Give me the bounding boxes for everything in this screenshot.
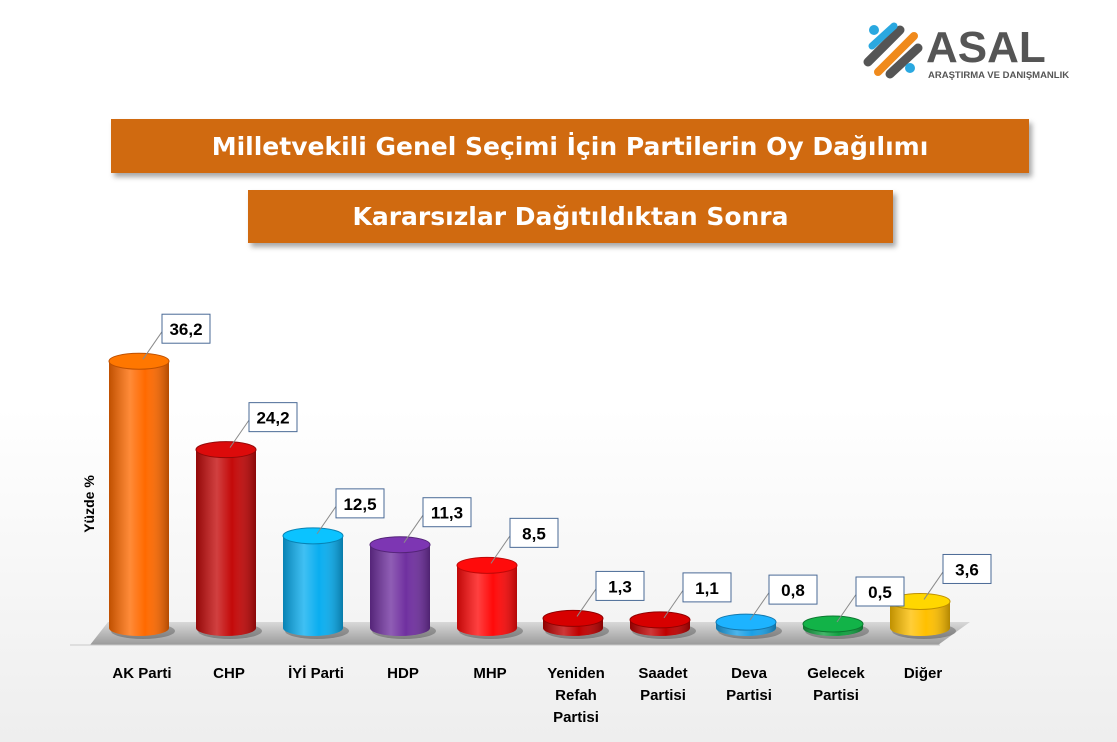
- bar-top: [629, 611, 691, 629]
- x-tick-label-line: İYİ Parti: [288, 665, 344, 682]
- data-label-box: [422, 497, 472, 528]
- chart-subtitle: Kararsızlar Dağıtıldıktan Sonra: [248, 190, 893, 243]
- bar-hdp: [369, 536, 436, 639]
- chart-title: Milletvekili Genel Seçimi İçin Partileri…: [111, 119, 1029, 173]
- x-tick-label: Saadet Partisi: [638, 665, 687, 704]
- x-tick-label-line: Saadet: [638, 665, 687, 682]
- bar-top: [802, 615, 864, 633]
- data-label: 11,3: [431, 504, 463, 523]
- bar-i-yi-parti: [282, 527, 349, 639]
- x-tick-label-line: MHP: [473, 665, 506, 682]
- bar-ak-parti: [108, 352, 175, 639]
- data-label: 1,1: [695, 579, 719, 598]
- bar-deva-partisi: [715, 613, 782, 639]
- label-leader-line: [490, 535, 511, 564]
- bar-top: [282, 527, 344, 545]
- x-tick-label-line: Partisi: [553, 709, 599, 726]
- x-tick-label: Deva Partisi: [726, 665, 772, 704]
- data-label-box: [855, 576, 905, 607]
- bar-yeniden-refah-partisi: [542, 609, 609, 639]
- data-label: 3,6: [955, 560, 979, 579]
- label-leader-line: [749, 592, 770, 621]
- x-tick-label-line: Partisi: [640, 687, 686, 704]
- x-tick-label: MHP: [473, 665, 506, 682]
- x-tick-label-line: Yeniden: [547, 665, 605, 682]
- data-label-box: [335, 488, 385, 519]
- bar-top: [542, 609, 604, 627]
- bar-top: [369, 536, 431, 554]
- x-tick-label-line: Deva: [731, 665, 768, 682]
- data-label-box: [682, 572, 732, 603]
- x-tick-label-line: Partisi: [726, 687, 772, 704]
- asal-logo: ASAL ARAŞTIRMA VE DANIŞMANLIK: [860, 18, 1080, 88]
- data-label-box: [161, 313, 211, 344]
- bar-body-shading: [890, 601, 950, 636]
- data-labels-group: 36,2 24,2 12,5 11,3 8,5 1,3 1,1 0,8 0,5 3,6: [161, 313, 992, 607]
- label-leader-line: [836, 594, 857, 623]
- x-tick-labels: AK Parti CHP İYİ Parti HDP MHP Yeniden Refah Pa…: [112, 665, 942, 726]
- label-leader-line: [229, 419, 250, 448]
- bar-top: [108, 352, 170, 370]
- x-tick-label-line: AK Parti: [112, 665, 171, 682]
- label-leader-line: [403, 514, 424, 544]
- x-tick-label: CHP: [213, 665, 245, 682]
- bar-body-shading: [109, 361, 169, 636]
- x-tick-label-line: CHP: [213, 665, 245, 682]
- x-tick-label-line: Gelecek: [807, 665, 865, 682]
- data-label: 24,2: [256, 409, 289, 428]
- data-label: 1,3: [608, 577, 632, 596]
- asal-logo-mark: ASAL ARAŞTIRMA VE DANIŞMANLIK: [863, 22, 1069, 81]
- data-label-box: [768, 574, 818, 605]
- data-label: 8,5: [522, 524, 546, 543]
- label-leader-line: [663, 590, 684, 619]
- x-tick-label: Yeniden Refah Partisi: [547, 665, 605, 726]
- x-tick-label-line: Diğer: [904, 665, 943, 682]
- bar-body-shading: [457, 565, 517, 636]
- logo-symbol-icon: [863, 22, 923, 79]
- label-leader-line: [576, 588, 597, 617]
- bar-body-shading: [370, 544, 430, 636]
- bar-body-shading: [283, 535, 343, 636]
- label-leader-line: [316, 506, 337, 535]
- x-tick-label-line: Partisi: [813, 687, 859, 704]
- bar-top: [195, 441, 257, 459]
- logo-tagline: ARAŞTIRMA VE DANIŞMANLIK: [928, 70, 1069, 81]
- data-label-box: [595, 570, 645, 601]
- bar-top: [715, 613, 777, 631]
- bar-diger: [889, 592, 956, 639]
- data-label: 12,5: [343, 495, 376, 514]
- data-label-leaders: [142, 331, 944, 623]
- x-tick-label: İYİ Parti: [288, 665, 344, 682]
- bars-group: [108, 352, 956, 639]
- x-tick-label-line: Refah: [555, 687, 597, 704]
- label-leader-line: [142, 331, 163, 360]
- bar-mhp: [456, 556, 523, 639]
- data-label-box: [509, 517, 559, 548]
- data-label-box: [942, 553, 992, 584]
- data-label: 0,5: [868, 583, 892, 602]
- bar-saadet-partisi: [629, 611, 696, 639]
- data-label: 0,8: [781, 581, 805, 600]
- x-tick-label: AK Parti: [112, 665, 171, 682]
- x-tick-label: Diğer: [904, 665, 943, 682]
- bar-body-shading: [196, 449, 256, 636]
- data-label: 36,2: [169, 320, 202, 339]
- x-tick-label: HDP: [387, 665, 419, 682]
- logo-brand: ASAL: [926, 23, 1046, 72]
- bar-gelecek-partisi: [802, 615, 869, 639]
- x-tick-label-line: HDP: [387, 665, 419, 682]
- x-tick-label: Gelecek Partisi: [807, 665, 865, 704]
- bar-top: [456, 556, 518, 574]
- label-leader-line: [923, 571, 944, 600]
- data-label-box: [248, 402, 298, 433]
- bar-chp: [195, 441, 262, 639]
- y-axis-label: Yüzde %: [81, 475, 97, 533]
